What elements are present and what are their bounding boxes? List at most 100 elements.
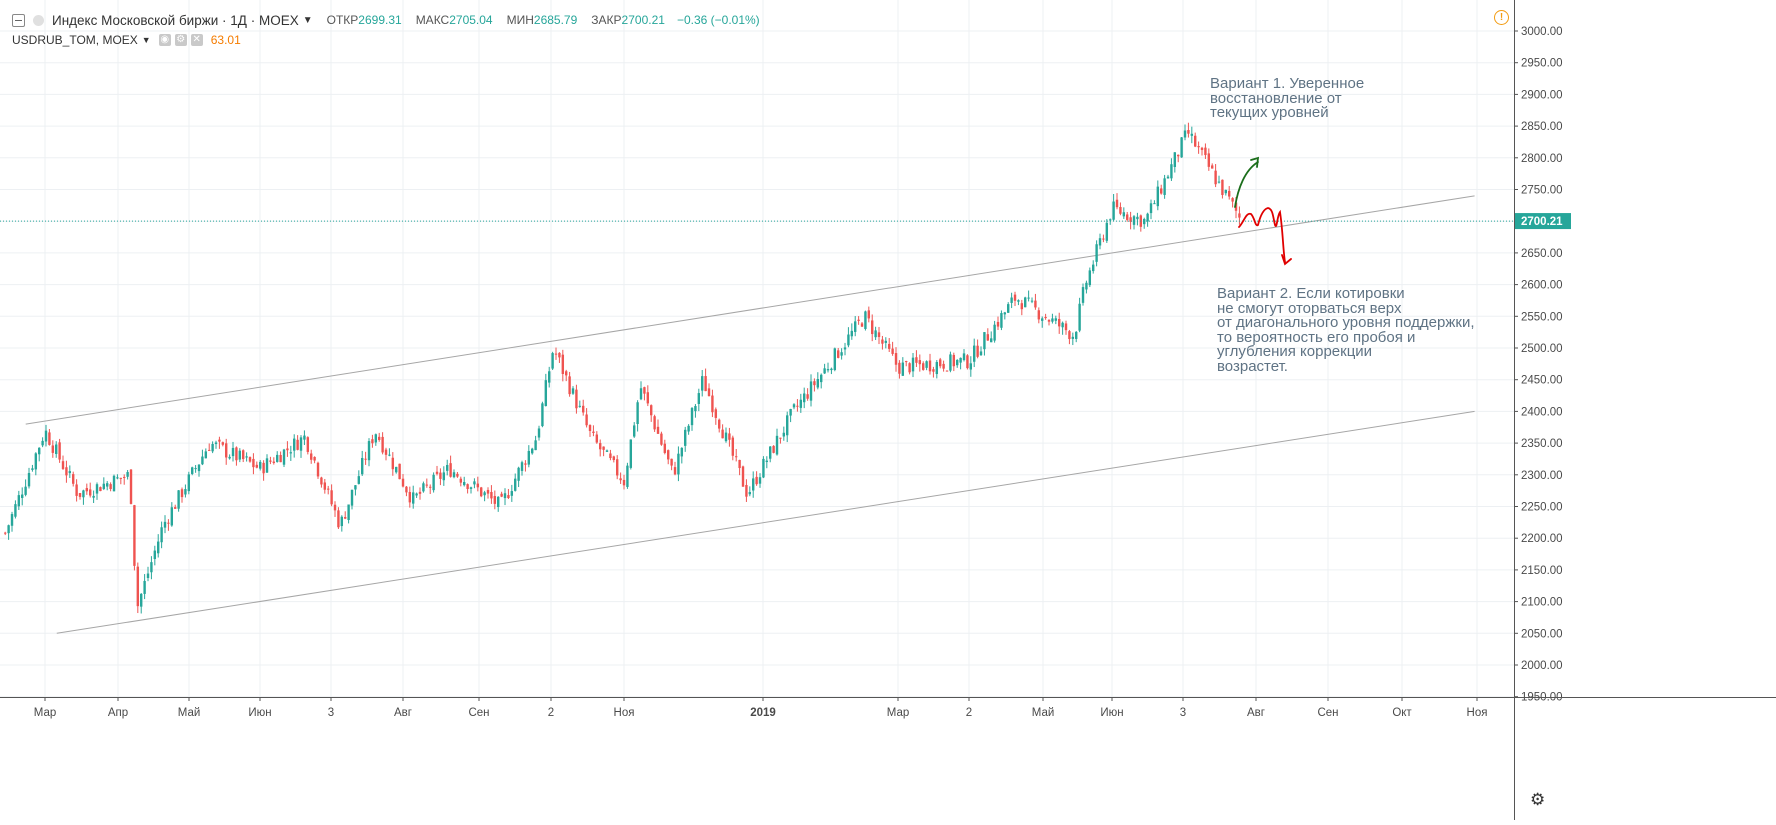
candle-body [796, 405, 799, 407]
candle-body [1044, 316, 1047, 319]
candle-body [320, 477, 323, 485]
candle-body [1003, 312, 1007, 315]
candle-body [952, 354, 956, 367]
candle-body [823, 368, 826, 374]
candle-body [174, 507, 177, 509]
candle-body [463, 482, 466, 486]
candle-body [1105, 222, 1109, 241]
candle-body [1204, 147, 1207, 156]
candle-body [1224, 189, 1228, 194]
collapse-legend-icon[interactable] [12, 13, 25, 27]
candle-body [187, 474, 191, 492]
close-icon[interactable]: ✕ [190, 34, 203, 46]
candle-body [1115, 199, 1119, 208]
candle-body [347, 504, 350, 520]
symbol-title[interactable]: Индекс Московской биржи · 1Д · MOEX [52, 12, 299, 28]
candle-body [1153, 203, 1156, 205]
candle-body [391, 457, 395, 470]
x-tick-label: Мар [887, 707, 910, 719]
candle-body [476, 483, 480, 488]
candle-body [721, 429, 724, 439]
candle-body [714, 409, 718, 418]
candle-body [605, 450, 609, 452]
candle-body [983, 332, 986, 350]
candle-body [310, 453, 313, 460]
compare-symbol[interactable]: USDRUB_TOM, MOEX [12, 33, 138, 47]
candle-body [1136, 216, 1139, 220]
candle-body [449, 463, 452, 477]
y-tick-label: 2900.00 [1521, 89, 1563, 101]
last-price-badge [1515, 213, 1571, 230]
candle-body [1149, 203, 1153, 214]
candle-body [333, 504, 337, 511]
settings-gear-icon[interactable]: ⚙ [1530, 790, 1546, 809]
candle-body [248, 457, 252, 462]
candle-body [779, 437, 782, 439]
candle-body [762, 458, 765, 478]
candle-body [898, 362, 901, 374]
candle-body [153, 550, 157, 560]
candle-body [949, 354, 952, 371]
x-tick-label: Май [178, 707, 201, 719]
candle-body [408, 491, 412, 503]
candle-body [51, 445, 55, 453]
candle-body [1109, 219, 1112, 221]
candle-body [299, 437, 303, 451]
gear-small-icon[interactable]: ⚙ [174, 34, 187, 46]
candle-body [507, 495, 510, 499]
candle-body [282, 449, 286, 465]
candle-body [27, 472, 31, 487]
candle-body [633, 425, 636, 437]
candle-body [837, 350, 840, 358]
candle-body [490, 492, 493, 499]
candle-body [602, 446, 605, 450]
candle-body [877, 332, 881, 338]
candle-body [1228, 190, 1231, 197]
candle-body [1119, 207, 1122, 214]
candle-body [218, 439, 221, 442]
candle-body [548, 371, 551, 383]
warning-icon[interactable]: ! [1494, 10, 1509, 25]
y-tick-label: 2800.00 [1521, 153, 1563, 165]
chevron-down-icon[interactable]: ▼ [302, 14, 313, 26]
candle-body [803, 393, 806, 403]
y-tick-label: 2550.00 [1521, 311, 1563, 323]
candle-body [690, 408, 694, 426]
candle-body [337, 510, 340, 528]
candle-body [493, 496, 497, 504]
candle-body [806, 394, 809, 399]
candle-body [140, 593, 143, 607]
compare-chevron-down-icon[interactable]: ▼ [141, 35, 151, 45]
candle-body [826, 369, 830, 371]
trendline[interactable] [25, 195, 1475, 425]
candle-body [813, 381, 816, 386]
candle-body [160, 527, 163, 543]
eye-icon[interactable]: ◉ [158, 34, 171, 46]
candle-body [854, 321, 857, 332]
candle-body [75, 484, 78, 496]
candle-body [935, 362, 939, 375]
candle-body [61, 461, 65, 469]
candle-body [340, 516, 344, 527]
candle-body [286, 448, 289, 451]
candle-body [748, 492, 752, 495]
candle-body [262, 462, 265, 474]
annotation-variant-2: Вариант 2. Если котировки не смогут отор… [1217, 285, 1475, 375]
candle-body [425, 484, 429, 486]
candle-body [157, 541, 160, 554]
candle-body [446, 464, 449, 471]
candle-body [313, 456, 316, 461]
candle-body [578, 405, 582, 407]
candle-body [374, 434, 378, 443]
trendline[interactable] [56, 410, 1475, 634]
drawings [0, 156, 1514, 266]
scenario-down-arrow [1238, 207, 1286, 263]
candle-body [469, 487, 473, 489]
candle-body [520, 462, 524, 471]
candle-body [772, 445, 775, 453]
candle-body [119, 477, 123, 479]
candle-body [405, 486, 408, 493]
candle-body [1020, 303, 1024, 310]
scenario-up-arrow [1234, 161, 1259, 208]
